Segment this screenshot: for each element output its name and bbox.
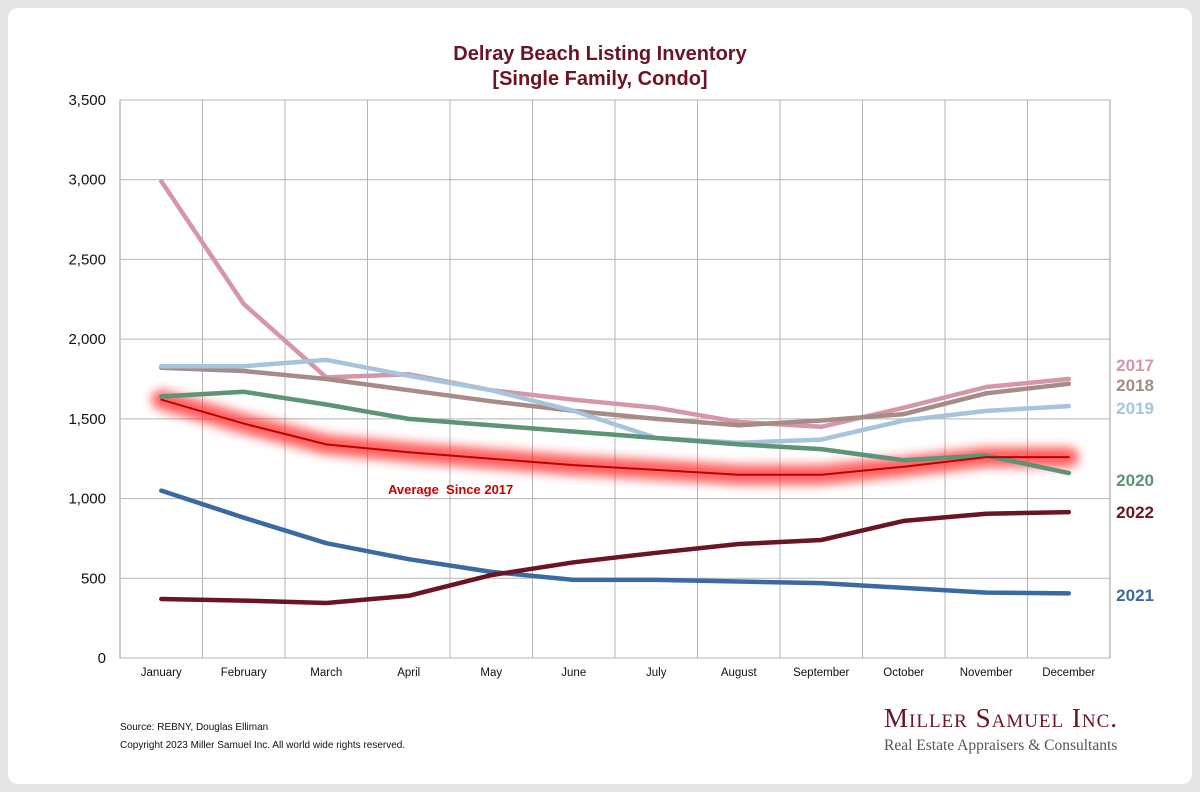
x-tick-label: February: [221, 667, 267, 679]
chart-title: Delray Beach Listing Inventory: [453, 43, 747, 65]
series-lines: [159, 179, 1072, 606]
series-line-2019: [159, 357, 1072, 446]
y-tick-label: 1,500: [68, 411, 106, 428]
y-tick-label: 0: [98, 650, 106, 667]
series-line-average: [160, 398, 1070, 476]
series-label-2018: 2018: [1116, 376, 1154, 395]
series-line-2020: [159, 389, 1072, 476]
copyright-note: Copyright 2023 Miller Samuel Inc. All wo…: [120, 740, 406, 751]
x-tick-label: January: [141, 667, 182, 679]
y-tick-label: 1,000: [68, 491, 106, 508]
source-note: Source: REBNY, Douglas Elliman: [120, 722, 269, 733]
x-tick-label: May: [480, 667, 502, 679]
chart-grid: [119, 99, 1111, 659]
x-tick-label: March: [310, 667, 342, 679]
series-label-2021: 2021: [1116, 586, 1154, 605]
x-tick-label: October: [883, 667, 924, 679]
brand-tagline: Real Estate Appraisers & Consultants: [884, 737, 1118, 754]
x-tick-label: June: [561, 667, 586, 679]
y-tick-label: 3,000: [68, 172, 106, 189]
series-label-2020: 2020: [1116, 471, 1154, 490]
y-tick-label: 500: [81, 570, 106, 587]
y-tick-label: 3,500: [68, 92, 106, 109]
x-tick-label: August: [721, 667, 758, 679]
series-label-2022: 2022: [1116, 503, 1154, 522]
y-axis: 0 500 1,000 1,500 2,000 2,500 3,000 3,500: [68, 92, 106, 667]
series-label-2019: 2019: [1116, 399, 1154, 418]
series-label-2017: 2017: [1116, 356, 1154, 375]
average-annotation: Average Since 2017: [388, 482, 513, 497]
series-line-2021: [159, 488, 1072, 596]
x-tick-label: April: [397, 667, 420, 679]
series-line-2017: [159, 179, 1072, 430]
series-line-2022: [159, 509, 1072, 606]
y-tick-label: 2,000: [68, 331, 106, 348]
y-tick-label: 2,500: [68, 251, 106, 268]
x-tick-label: July: [646, 667, 667, 679]
x-tick-label: September: [793, 667, 849, 679]
brand-logo-name: Miller Samuel Inc.: [884, 703, 1119, 733]
x-tick-label: December: [1042, 667, 1095, 679]
chart-subtitle: [Single Family, Condo]: [492, 68, 708, 90]
x-tick-label: November: [960, 667, 1013, 679]
series-line-2018: [159, 365, 1072, 428]
x-axis: January February March April May June July Augu…: [141, 667, 1096, 679]
